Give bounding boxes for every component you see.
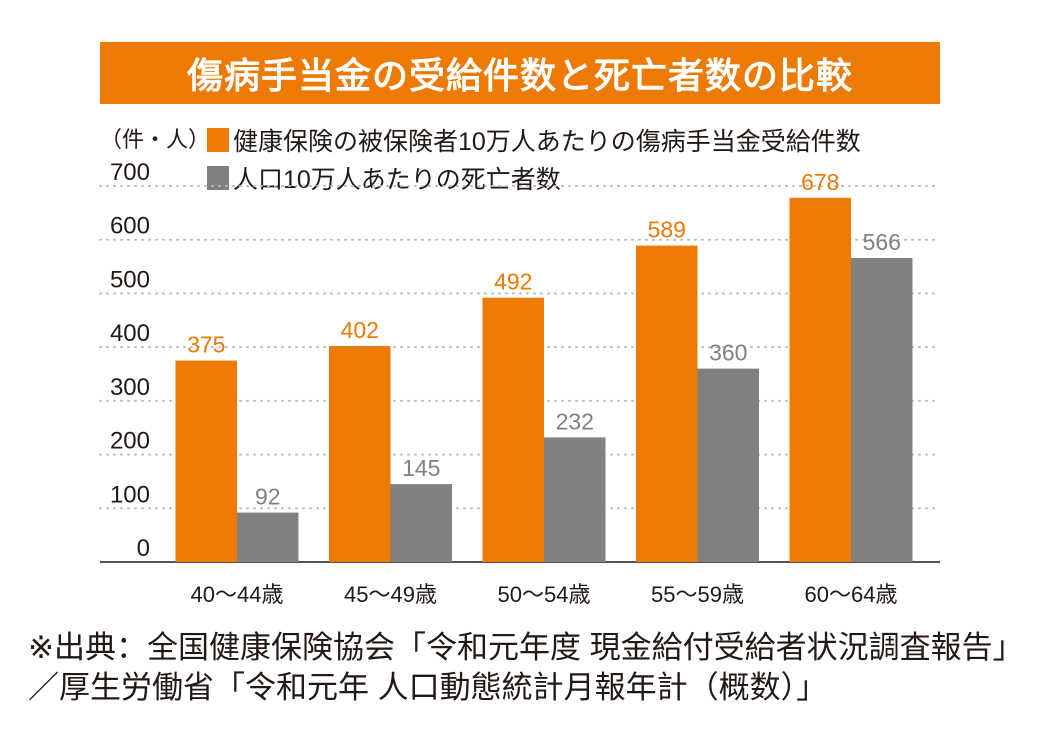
x-tick-label: 50〜54歳 — [498, 582, 591, 607]
y-tick-label: 400 — [110, 320, 150, 347]
x-tick-label: 60〜64歳 — [805, 582, 898, 607]
data-label: 402 — [341, 317, 379, 343]
y-tick-label: 500 — [110, 266, 150, 293]
data-label: 492 — [494, 269, 532, 295]
y-tick-label: 700 — [110, 159, 150, 186]
data-label: 92 — [255, 484, 281, 510]
x-tick-label: 45〜49歳 — [344, 582, 437, 607]
x-tick-label: 55〜59歳 — [651, 582, 744, 607]
data-label: 375 — [187, 332, 225, 358]
legend-item-claims: 健康保険の被保険者10万人あたりの傷病手当金受給件数 — [207, 122, 861, 158]
y-tick-label: 0 — [137, 535, 150, 562]
data-label: 566 — [863, 229, 901, 255]
data-label: 145 — [402, 455, 440, 481]
data-label: 678 — [801, 169, 839, 195]
bar-claims — [329, 346, 391, 562]
y-tick-label: 100 — [110, 481, 150, 508]
bar-deaths — [544, 437, 606, 562]
legend-swatch-gray — [207, 166, 229, 190]
bar-deaths — [390, 484, 452, 562]
legend-label: 人口10万人あたりの死亡者数 — [233, 166, 561, 194]
data-label: 232 — [556, 408, 594, 434]
bar-deaths — [851, 257, 913, 562]
y-tick-label: 600 — [110, 213, 150, 240]
data-label: 360 — [709, 340, 747, 366]
y-tick-label: 200 — [110, 428, 150, 455]
bar-deaths — [237, 512, 299, 562]
source-note: ※出典：全国健康保険協会「令和元年度 現金給付受給者状況調査報告」／厚生労働省「… — [28, 630, 1024, 705]
y-axis-unit-label: （件・人） — [100, 127, 211, 152]
chart-title: 傷病手当金の受給件数と死亡者数の比較 — [100, 42, 940, 104]
x-tick-label: 40〜44歳 — [191, 582, 284, 607]
legend-swatch-orange — [207, 128, 229, 152]
bar-claims — [175, 360, 237, 562]
y-tick-label: 300 — [110, 374, 150, 401]
legend-label: 健康保険の被保険者10万人あたりの傷病手当金受給件数 — [233, 128, 861, 156]
bar-claims — [636, 245, 698, 562]
bar-claims — [482, 297, 544, 562]
legend-item-deaths: 人口10万人あたりの死亡者数 — [207, 160, 561, 196]
data-label: 589 — [648, 217, 686, 243]
bar-deaths — [697, 368, 759, 562]
bar-claims — [789, 197, 851, 562]
